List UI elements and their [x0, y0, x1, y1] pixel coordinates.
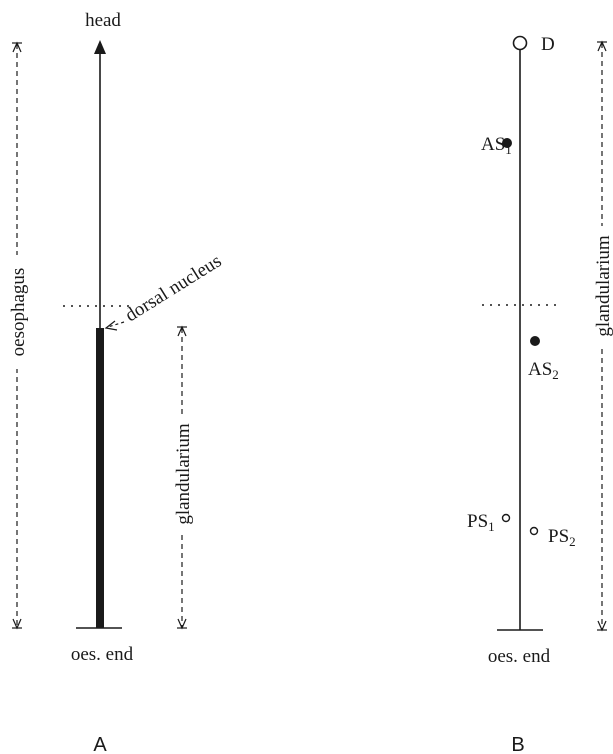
glandularium-bracket-a: glandularium: [171, 325, 194, 630]
nucleus-ps1-marker: [501, 513, 511, 523]
oesophagus-label: oesophagus: [8, 268, 29, 357]
dorsal-nucleus-marker: dorsal nucleus: [104, 251, 226, 331]
glandularium-label-a: glandularium: [173, 423, 194, 525]
head-arrowhead: [94, 40, 106, 54]
glandularium-segment: [96, 328, 104, 628]
oesophagus-bracket: oesophagus: [6, 41, 29, 630]
nucleus-as2-marker: [530, 336, 540, 346]
nucleus-d-marker: [512, 35, 528, 51]
nucleus-d-label: D: [541, 34, 555, 55]
panel-a: head oes. end oesophagus: [6, 10, 225, 754]
nucleus-ps1-label: PS1: [467, 511, 495, 534]
nucleus-ps2-label: PS2: [548, 526, 576, 549]
head-label: head: [85, 10, 121, 31]
nucleus-as1-label: AS1: [481, 134, 512, 157]
nucleus-ps2: PS2: [529, 526, 576, 549]
nucleus-as2: AS2: [528, 336, 559, 382]
glandularium-bracket-b: glandularium: [591, 40, 613, 632]
nucleus-as1: AS1: [481, 134, 512, 157]
glandularium-label-b: glandularium: [593, 235, 613, 337]
nucleus-d: D: [512, 34, 555, 55]
nucleus-ps2-marker: [529, 526, 539, 536]
panel-caption-a: A: [93, 734, 107, 754]
oes-end-label-b: oes. end: [488, 646, 551, 667]
nucleus-as1-marker: [502, 138, 512, 148]
dorsal-nucleus-label: dorsal nucleus: [122, 251, 226, 327]
nucleus-as2-label: AS2: [528, 359, 559, 382]
panel-b: oes. end D AS1 AS2 PS1 PS2: [467, 34, 613, 754]
oes-end-label-a: oes. end: [71, 644, 134, 665]
panel-caption-b: B: [511, 734, 524, 754]
nucleus-ps1: PS1: [467, 511, 511, 534]
